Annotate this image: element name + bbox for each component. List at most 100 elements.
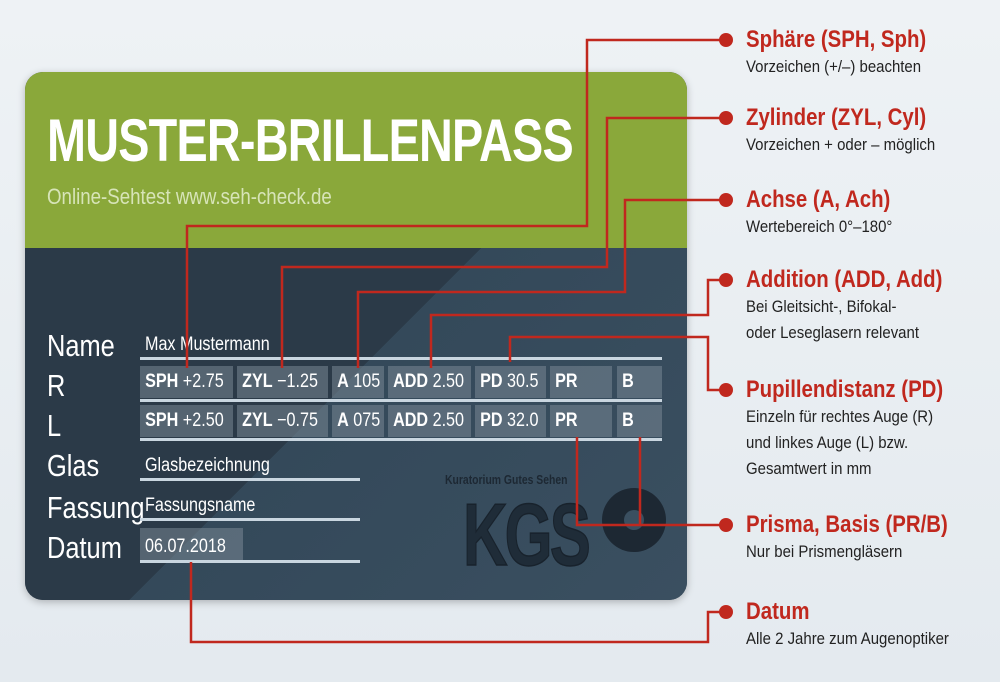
annotation-title: Addition (ADD, Add) xyxy=(746,266,943,293)
cell-value: +2.50 xyxy=(182,410,224,431)
glas-value: Glasbezeichnung xyxy=(145,455,270,476)
dot-achse xyxy=(719,193,733,207)
dot-sph xyxy=(719,33,733,47)
label-name: Name xyxy=(47,328,115,363)
cell-key: SPH xyxy=(145,371,179,392)
label-l: L xyxy=(47,408,62,443)
cell-value: 105 xyxy=(353,371,381,392)
kgs-logo: KGS xyxy=(462,484,591,585)
cell-r-zyl: ZYL −1.25 xyxy=(237,366,328,398)
connector-add xyxy=(429,278,722,368)
cell-value: 2.50 xyxy=(432,371,465,392)
cell-value: 075 xyxy=(353,410,381,431)
datum-value: 06.07.2018 xyxy=(145,536,226,557)
label-glas: Glas xyxy=(47,448,100,483)
annotation-desc: Bei Gleitsicht-, Bifokal- xyxy=(746,297,897,316)
cell-key: PD xyxy=(480,371,503,392)
cell-value: 32.0 xyxy=(507,410,539,431)
annotation-1: Zylinder (ZYL, Cyl) Vorzeichen + oder – m… xyxy=(746,104,961,158)
dot-add xyxy=(719,273,733,287)
annotation-title: Sphäre (SPH, Sph) xyxy=(746,26,927,53)
cell-key: A xyxy=(337,371,349,392)
annotation-desc: Wertebereich 0°–180° xyxy=(746,217,893,236)
annotation-desc: Nur bei Prismengläsern xyxy=(746,542,903,561)
annotation-3: Addition (ADD, Add) Bei Gleitsicht-, Bifo… xyxy=(746,266,977,346)
annotation-title: Prisma, Basis (PR/B) xyxy=(746,511,948,538)
cell-key: PR xyxy=(555,371,578,392)
cell-r-a: A 105 xyxy=(332,366,384,398)
connector-achse xyxy=(356,198,722,368)
annotation-5: Prisma, Basis (PR/B) Nur bei Prismengläse… xyxy=(746,511,983,565)
annotation-title: Pupillendistanz (PD) xyxy=(746,376,944,403)
cell-key: ADD xyxy=(393,410,429,431)
annotation-title: Datum xyxy=(746,598,810,625)
cell-key: ADD xyxy=(393,371,429,392)
cell-key: B xyxy=(622,410,634,431)
cell-value: 2.50 xyxy=(432,410,465,431)
connector-datum xyxy=(189,562,722,644)
cell-value: −1.25 xyxy=(277,371,318,392)
annotation-2: Achse (A, Ach) Wertebereich 0°–180° xyxy=(746,186,916,240)
cell-value: +2.75 xyxy=(182,371,224,392)
cell-key: ZYL xyxy=(242,410,273,431)
cell-l-a: A 075 xyxy=(332,405,384,437)
cell-key: A xyxy=(337,410,349,431)
row-r-underline xyxy=(140,399,662,402)
datum-highlight xyxy=(140,528,243,560)
fassung-underline xyxy=(140,518,360,521)
cell-l-pr: PR xyxy=(550,405,612,437)
logo-org-name: Kuratorium Gutes Sehen xyxy=(445,472,568,487)
annotation-desc: Vorzeichen (+/–) beachten xyxy=(746,57,922,76)
dot-prisma xyxy=(719,518,733,532)
cell-r-sph: SPH +2.75 xyxy=(140,366,233,398)
annotation-desc: Gesamtwert in mm xyxy=(746,459,872,478)
connector-zyl xyxy=(280,116,722,368)
row-l-underline xyxy=(140,438,662,441)
dot-zyl xyxy=(719,111,733,125)
annotation-desc: Vorzeichen + oder – möglich xyxy=(746,135,936,154)
name-value: Max Mustermann xyxy=(145,334,270,355)
annotation-6: Datum Alle 2 Jahre zum Augenoptiker xyxy=(746,598,977,652)
glas-underline xyxy=(140,478,360,481)
annotation-desc: Alle 2 Jahre zum Augenoptiker xyxy=(746,629,949,648)
cell-l-add: ADD 2.50 xyxy=(388,405,471,437)
card-title: MUSTER-BRILLENPASS xyxy=(47,107,574,174)
card-subtitle: Online-Sehtest www.seh-check.de xyxy=(47,184,332,209)
cell-value: −0.75 xyxy=(277,410,318,431)
cell-r-b: B xyxy=(617,366,662,398)
annotation-title: Zylinder (ZYL, Cyl) xyxy=(746,104,927,131)
label-r: R xyxy=(47,368,66,403)
annotation-desc: Einzeln für rechtes Auge (R) xyxy=(746,407,934,426)
cell-key: ZYL xyxy=(242,371,273,392)
card-header xyxy=(25,72,687,248)
cell-r-add: ADD 2.50 xyxy=(388,366,471,398)
cell-l-sph: SPH +2.50 xyxy=(140,405,233,437)
cell-key: PR xyxy=(555,410,578,431)
annotation-desc: oder Leseglasern relevant xyxy=(746,323,919,342)
name-underline xyxy=(140,357,662,360)
dot-pd xyxy=(719,383,733,397)
connector-prisma xyxy=(575,437,722,527)
annotation-title: Achse (A, Ach) xyxy=(746,186,891,213)
annotation-desc: und linkes Auge (L) bzw. xyxy=(746,433,909,452)
cell-r-pr: PR xyxy=(550,366,612,398)
connector-pd xyxy=(508,335,722,392)
cell-key: SPH xyxy=(145,410,179,431)
cell-l-pd: PD 32.0 xyxy=(475,405,546,437)
cell-key: PD xyxy=(480,410,503,431)
annotation-0: Sphäre (SPH, Sph) Vorzeichen (+/–) beacht… xyxy=(746,26,958,80)
cell-value: 30.5 xyxy=(507,371,539,392)
cell-key: B xyxy=(622,371,634,392)
label-datum: Datum xyxy=(47,530,122,565)
cell-l-b: B xyxy=(617,405,662,437)
datum-underline xyxy=(140,560,360,563)
annotation-4: Pupillendistanz (PD) Einzeln für rechtes … xyxy=(746,376,978,482)
connector-sph xyxy=(185,38,722,368)
fassung-value: Fassungsname xyxy=(145,495,256,516)
cell-r-pd: PD 30.5 xyxy=(475,366,546,398)
cell-l-zyl: ZYL −0.75 xyxy=(237,405,328,437)
prescription-card: MUSTER-BRILLENPASS Online-Sehtest www.se… xyxy=(25,72,687,600)
label-fassung: Fassung xyxy=(47,490,145,525)
dot-datum xyxy=(719,605,733,619)
